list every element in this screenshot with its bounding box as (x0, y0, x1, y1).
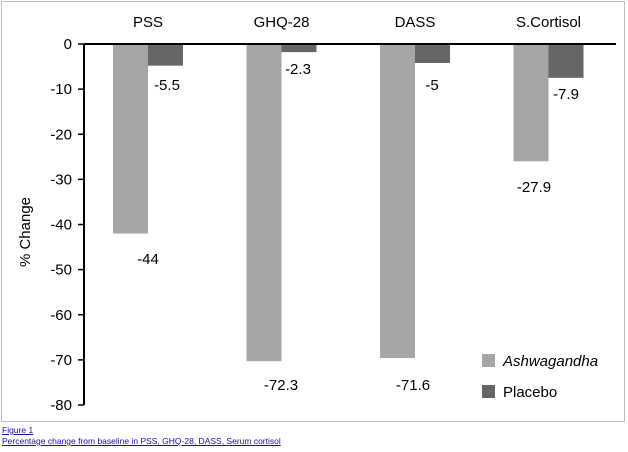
y-tick-label: -20 (50, 126, 72, 143)
legend-label-ashwagandha: Ashwagandha (502, 353, 598, 370)
y-tick-label: -60 (50, 307, 72, 324)
category-label: GHQ-28 (254, 14, 310, 31)
bar-placebo-s-cortisol (548, 44, 584, 78)
figure-caption: Figure 1 Percentage change from baseline… (2, 425, 281, 447)
y-tick-label: 0 (64, 36, 72, 53)
bar-ashwagandha-s-cortisol (513, 44, 549, 162)
figure-frame: 0 -10 -20 -30 -40 -50 -60 -70 -80 PSS GHQ-28 DASS S.… (1, 1, 625, 422)
y-tick-label: -70 (50, 352, 72, 369)
data-label: -5 (425, 77, 438, 94)
data-label: -44 (137, 251, 159, 268)
bar-placebo-dass (415, 44, 450, 63)
legend-swatch-ashwagandha (482, 354, 495, 367)
data-label: -72.3 (264, 377, 298, 394)
bar-placebo-pss (148, 44, 183, 66)
bar-chart: 0 -10 -20 -30 -40 -50 -60 -70 -80 PSS GHQ-28 DASS S.… (17, 14, 616, 414)
data-label: -2.3 (285, 61, 311, 78)
category-label: S.Cortisol (516, 14, 581, 31)
data-label: -5.5 (154, 77, 180, 94)
bar-ashwagandha-pss (113, 44, 148, 234)
y-axis-title: % Change (17, 197, 34, 267)
y-tick-label: -80 (50, 397, 72, 414)
bar-ashwagandha-ghq-28 (246, 44, 282, 362)
figure-label-link[interactable]: Figure 1 (2, 425, 34, 435)
data-label: -27.9 (517, 179, 551, 196)
data-label: -71.6 (396, 377, 430, 394)
data-label: -7.9 (553, 86, 579, 103)
y-tick-label: -30 (50, 171, 72, 188)
legend-swatch-placebo (482, 385, 495, 398)
bar-placebo-ghq-28 (281, 44, 317, 53)
y-tick-label: -40 (50, 217, 72, 234)
legend-label-placebo: Placebo (503, 384, 557, 401)
category-label: PSS (133, 14, 163, 31)
y-tick-label: -10 (50, 81, 72, 98)
category-label: DASS (395, 14, 436, 31)
bar-ashwagandha-dass (380, 44, 415, 359)
y-tick-label: -50 (50, 262, 72, 279)
figure-description-link[interactable]: Percentage change from baseline in PSS, … (2, 436, 281, 446)
